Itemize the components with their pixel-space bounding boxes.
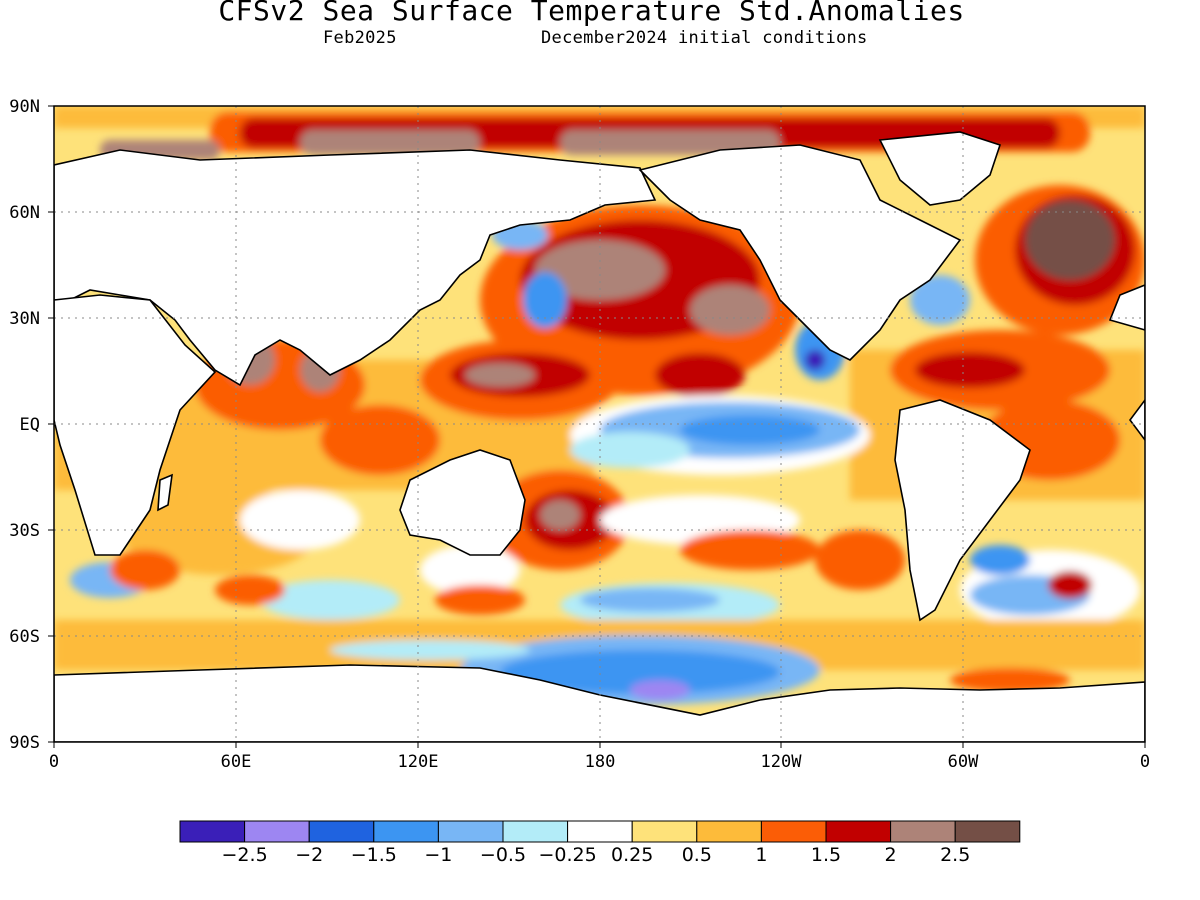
colorbar-swatch <box>244 820 310 843</box>
colorbar-swatch <box>696 820 762 843</box>
lat-label-30s: 30S <box>9 521 40 541</box>
colorbar-swatch <box>373 820 439 843</box>
anomaly-field <box>54 106 1145 742</box>
colorbar-swatch <box>954 820 1021 843</box>
colorbar-label: 1.5 <box>811 844 841 866</box>
chart-title: CFSv2 Sea Surface Temperature Std.Anomal… <box>218 0 965 27</box>
north-america <box>638 144 962 361</box>
lat-label-60s: 60S <box>9 627 40 647</box>
colorbar-label: 2 <box>885 844 897 866</box>
madagascar <box>157 473 173 512</box>
lat-label-eq: EQ <box>20 415 40 435</box>
africa <box>54 294 217 556</box>
greenland <box>878 131 1002 206</box>
south-america <box>894 399 1031 622</box>
colorbar-label: −1 <box>424 844 452 866</box>
lon-label-0: 0 <box>49 752 59 772</box>
colorbar-label: −1.5 <box>351 844 397 866</box>
colorbar-label: 2.5 <box>940 844 970 866</box>
continents <box>54 131 1145 742</box>
lat-label-90n: 90N <box>9 97 40 117</box>
colorbar-label: 1 <box>755 844 767 866</box>
eurasia <box>54 149 657 387</box>
graticule <box>54 106 1145 742</box>
colorbar-label: 0.5 <box>682 844 712 866</box>
colorbar-label: −0.25 <box>538 844 596 866</box>
colorbar-swatch <box>308 820 375 843</box>
forecast-month: Feb2025 <box>323 28 397 48</box>
lon-labels: 0 60E 120E 180 120W 60W 0 <box>49 752 1150 772</box>
colorbar-label: −0.5 <box>480 844 526 866</box>
tick-marks <box>48 105 1146 748</box>
colorbar-swatch <box>631 820 698 843</box>
lon-label-60e: 60E <box>221 752 252 772</box>
colorbar-swatch <box>567 820 633 843</box>
lon-label-180: 180 <box>585 752 616 772</box>
colorbar-swatch <box>437 820 504 843</box>
colorbar: −2.5 −2 −1.5 −1 −0.5 −0.25 0.25 0.5 1 1.5 2 2.5 <box>179 820 1021 866</box>
colorbar-swatch <box>179 820 246 843</box>
lon-label-0-east: 0 <box>1140 752 1150 772</box>
lat-label-90s: 90S <box>9 733 40 753</box>
colorbar-swatch <box>825 820 892 843</box>
europe-west <box>1108 284 1145 331</box>
lon-label-120e: 120E <box>398 752 439 772</box>
africa-west <box>1129 398 1145 442</box>
antarctica <box>54 664 1145 742</box>
colorbar-label: −2 <box>295 844 323 866</box>
colorbar-label: −2.5 <box>222 844 268 866</box>
lon-label-120w: 120W <box>761 752 803 772</box>
lon-label-60w: 60W <box>948 752 979 772</box>
lat-labels: 90N 60N 30N EQ 30S 60S 90S <box>9 97 40 753</box>
australia <box>399 449 526 556</box>
colorbar-swatch <box>502 820 569 843</box>
colorbar-label: 0.25 <box>611 844 653 866</box>
lat-label-30n: 30N <box>9 309 40 329</box>
colorbar-swatch <box>890 820 956 843</box>
lat-label-60n: 60N <box>9 203 40 223</box>
initial-conditions: December2024 initial conditions <box>541 28 868 48</box>
colorbar-swatch <box>760 820 827 843</box>
